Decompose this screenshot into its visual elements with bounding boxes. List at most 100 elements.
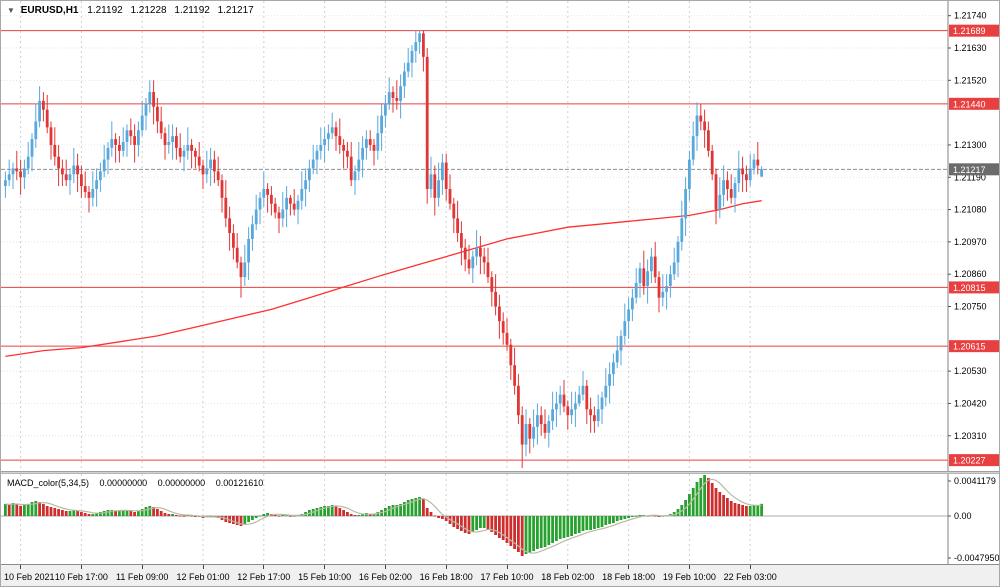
time-axis-tick — [324, 565, 326, 569]
macd-histogram-bar — [627, 516, 630, 518]
price-tick-label: 1.21740 — [954, 11, 987, 21]
candle-bullish — [296, 200, 300, 210]
candle-bearish — [657, 277, 661, 298]
indicator-label: MACD_color(5,34,5) 0.00000000 0.00000000… — [7, 478, 271, 488]
level-price-label: 1.20227 — [953, 456, 986, 466]
price-tick-label: 1.20420 — [954, 398, 987, 408]
candle-bullish — [315, 150, 319, 160]
moving-average-line[interactable] — [5, 200, 762, 358]
macd-histogram-bar — [437, 516, 440, 518]
candle-bullish — [760, 169, 763, 177]
candle-bullish — [330, 127, 334, 134]
macd-histogram-bar — [83, 513, 87, 516]
macd-histogram-bar — [80, 512, 83, 516]
macd-histogram-bar — [581, 516, 585, 531]
macd-histogram-bar — [691, 488, 695, 516]
price-chart-pane[interactable]: 1.21740 1.21630 1.21520 1.21300 1.21190 1.210… — [1, 1, 1000, 471]
candle-bearish — [338, 136, 342, 145]
candle-bearish — [156, 106, 159, 122]
candle-bearish — [368, 139, 372, 145]
time-axis-tick — [506, 565, 508, 569]
candle-bearish — [543, 424, 547, 433]
macd-histogram-bar — [323, 506, 326, 516]
price-tick-label: 1.21300 — [954, 140, 987, 150]
candle-bearish — [64, 174, 68, 181]
level-price-label: 1.21440 — [953, 99, 986, 109]
candle-bullish — [612, 362, 615, 375]
macd-histogram-bar — [657, 516, 661, 517]
macd-histogram-bar — [49, 507, 53, 516]
time-axis-tick — [141, 565, 143, 569]
macd-axis-label: -0.0047950 — [954, 553, 1000, 563]
price-tick-label: 1.20970 — [954, 237, 987, 247]
candle-bullish — [357, 159, 361, 172]
candle-bearish — [707, 130, 710, 151]
candle-bullish — [167, 142, 171, 145]
candle-bullish — [311, 159, 315, 169]
candle-bullish — [737, 168, 741, 184]
candle-bullish — [38, 100, 41, 122]
candle-bearish — [539, 415, 543, 424]
macd-histogram-bar — [140, 509, 144, 516]
macd-histogram-bar — [125, 510, 129, 516]
macd-histogram-bar — [353, 515, 357, 516]
macd-histogram-bar — [330, 505, 334, 516]
candle-bullish — [441, 162, 444, 181]
macd-histogram-bar — [243, 516, 247, 524]
macd-histogram-bar — [539, 516, 543, 548]
time-axis-label: 12 Feb 01:00 — [176, 572, 230, 582]
macd-histogram-bar — [429, 512, 433, 516]
time-axis-tick — [384, 565, 386, 569]
macd-histogram-bar — [235, 516, 239, 525]
macd-histogram-bar — [87, 514, 91, 516]
macd-histogram-bar — [68, 511, 72, 516]
macd-histogram-bar — [346, 512, 349, 516]
candle-bullish — [570, 409, 573, 416]
candle-bullish — [581, 385, 585, 395]
candle-bearish — [517, 385, 520, 416]
candle-bearish — [53, 144, 57, 157]
macd-histogram-bar — [406, 500, 410, 516]
pane-separator[interactable] — [1, 471, 999, 474]
candle-bullish — [68, 174, 72, 181]
candle-bearish — [703, 121, 706, 131]
candle-bullish — [148, 92, 152, 104]
candle-bearish — [289, 197, 292, 204]
macd-histogram-bar — [752, 505, 756, 516]
macd-histogram-bar — [585, 516, 589, 530]
macd-indicator-pane[interactable]: 0.0041179 0.00 -0.0047950 — [1, 474, 1000, 564]
candle-bullish — [429, 174, 433, 189]
candle-bearish — [224, 197, 228, 219]
macd-histogram-bar — [566, 516, 570, 537]
macd-histogram-bar — [547, 516, 551, 545]
macd-axis-bg — [948, 474, 999, 564]
macd-histogram-bar — [342, 510, 345, 516]
macd-histogram-bar — [106, 510, 110, 516]
candle-bullish — [418, 33, 421, 43]
candle-bearish — [395, 97, 399, 101]
candle-bearish — [585, 385, 589, 410]
macd-histogram-bar — [152, 507, 155, 516]
candle-bearish — [726, 180, 729, 189]
level-price-label-box — [949, 281, 999, 294]
candle-bearish — [452, 203, 456, 219]
candle-bullish — [676, 241, 680, 263]
candle-bullish — [209, 159, 212, 169]
candle-bullish — [604, 385, 608, 398]
indicator-value-2: 0.00000000 — [157, 478, 206, 488]
candle-bearish — [159, 121, 163, 134]
quick-trade-arrow-icon[interactable]: ▼ — [7, 6, 15, 15]
macd-histogram-bar — [121, 510, 125, 516]
candle-bearish — [562, 394, 566, 407]
candle-bullish — [30, 139, 34, 157]
candle-bearish — [391, 92, 395, 98]
macd-histogram-bar — [190, 515, 193, 517]
macd-histogram-bar — [76, 511, 79, 516]
macd-histogram-bar — [695, 482, 699, 516]
macd-histogram-bar — [137, 511, 140, 516]
candle-bullish — [7, 174, 11, 181]
macd-histogram-bar — [15, 504, 19, 516]
macd-histogram-bar — [517, 516, 520, 552]
macd-histogram-bar — [528, 516, 532, 553]
